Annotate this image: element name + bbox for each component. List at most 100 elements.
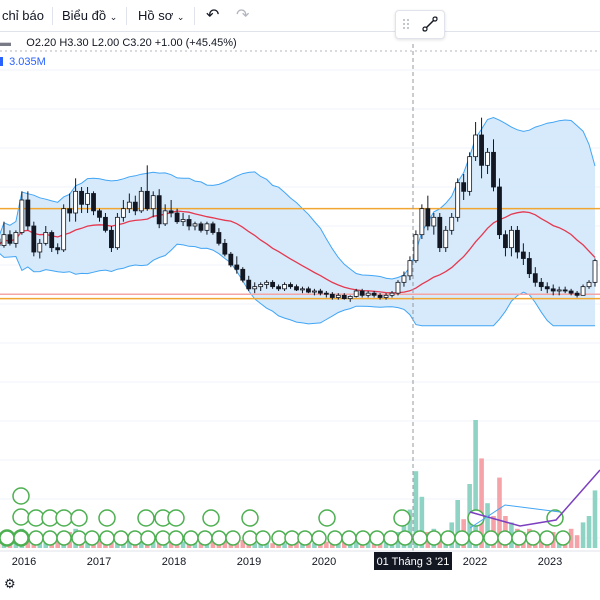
profile-label: Hồ sơ	[138, 8, 174, 23]
candle	[103, 213, 108, 233]
candle	[449, 213, 455, 235]
time-tick-label: 2016	[12, 556, 36, 568]
profile-button[interactable]: Hồ sơ ⌄	[138, 0, 184, 31]
event-marker	[137, 509, 155, 527]
candle-body	[335, 294, 341, 298]
candle-body	[312, 290, 317, 293]
candle-body	[592, 260, 598, 283]
candle-body	[198, 223, 204, 231]
candle	[168, 200, 174, 218]
candle-body	[282, 284, 287, 290]
event-marker	[271, 530, 287, 546]
volume-bar	[341, 541, 347, 548]
drag-handle-icon[interactable]	[396, 11, 444, 38]
chart-type-button[interactable]: Biểu đồ ⌄	[62, 0, 117, 31]
candle-body	[264, 281, 270, 285]
candle-body	[479, 134, 484, 166]
candle	[204, 221, 210, 235]
event-marker	[393, 509, 411, 527]
candle-body	[156, 195, 162, 225]
candle-body	[365, 292, 371, 296]
event-marker	[297, 530, 313, 546]
candle-body	[377, 294, 383, 298]
candle-body	[234, 264, 240, 270]
candle-body	[204, 223, 210, 231]
candle-body	[31, 225, 37, 253]
candle	[509, 226, 514, 257]
candle	[431, 213, 437, 235]
candle	[216, 228, 222, 246]
undo-icon[interactable]: ↶	[206, 7, 220, 24]
candle-body	[49, 232, 55, 249]
candle-body	[120, 208, 126, 218]
event-marker	[12, 508, 30, 526]
event-marker	[397, 530, 413, 546]
event-marker	[412, 530, 428, 546]
candle	[25, 191, 31, 231]
legend-close: C3.20	[122, 37, 152, 49]
time-tick-label: 2018	[162, 556, 186, 568]
eye-icon[interactable]: ▬	[0, 37, 11, 49]
candle-body	[329, 293, 335, 298]
volume-bar	[222, 541, 228, 548]
candle	[276, 284, 281, 291]
event-marker	[0, 530, 15, 546]
candle	[443, 226, 449, 252]
candle	[228, 252, 234, 268]
candle	[323, 291, 329, 298]
volume-bar	[312, 543, 317, 548]
volume-bar	[592, 490, 598, 548]
event-marker	[113, 530, 129, 546]
candle-body	[491, 151, 496, 188]
candle	[497, 178, 502, 239]
volume-bar	[324, 541, 329, 548]
time-tick-label: 2017	[87, 556, 111, 568]
chevron-down-icon: ⌄	[176, 12, 185, 22]
candle	[347, 295, 353, 302]
candle-body	[73, 190, 79, 214]
event-marker	[12, 487, 30, 505]
candle	[79, 187, 84, 213]
legend-change: +1.00 (+45.45%)	[154, 37, 237, 49]
chart-type-label: Biểu đồ	[62, 8, 107, 23]
candle	[264, 280, 270, 289]
candle-body	[497, 186, 502, 236]
candle-body	[383, 294, 389, 298]
event-marker	[497, 530, 513, 546]
event-marker	[454, 530, 470, 546]
candle-body	[514, 229, 520, 253]
candle	[306, 286, 311, 294]
candle	[383, 293, 389, 300]
volume-bar	[407, 509, 413, 548]
event-marker	[468, 530, 484, 546]
volume-bar	[138, 538, 144, 548]
redo-icon[interactable]: ↷	[236, 7, 250, 24]
volume-bar	[580, 522, 586, 548]
event-marker	[355, 530, 371, 546]
event-marker	[13, 530, 29, 546]
candle	[312, 288, 317, 296]
candle-body	[389, 292, 395, 296]
candle-body	[556, 289, 562, 292]
time-axis: 2016 2017 2018 2019 2020 2022 2023	[0, 550, 600, 568]
candle-body	[503, 234, 508, 249]
indicators-button[interactable]: chỉ báo	[2, 8, 44, 23]
user-drawings[interactable]	[469, 469, 600, 529]
candle	[192, 221, 198, 231]
candle	[485, 148, 490, 174]
candle	[520, 243, 526, 265]
candle-body	[270, 281, 276, 288]
candle-body	[407, 260, 413, 277]
candle-body	[526, 258, 532, 275]
candle	[491, 139, 496, 192]
candle	[240, 267, 246, 283]
candle	[1, 221, 7, 248]
candle-body	[246, 279, 252, 290]
volume-bar	[97, 540, 102, 548]
volume-bar	[586, 516, 592, 548]
settings-icon[interactable]: ⚙	[4, 576, 16, 591]
candle-body	[19, 199, 25, 233]
trend-line-icon[interactable]	[420, 14, 440, 34]
event-marker	[383, 530, 399, 546]
